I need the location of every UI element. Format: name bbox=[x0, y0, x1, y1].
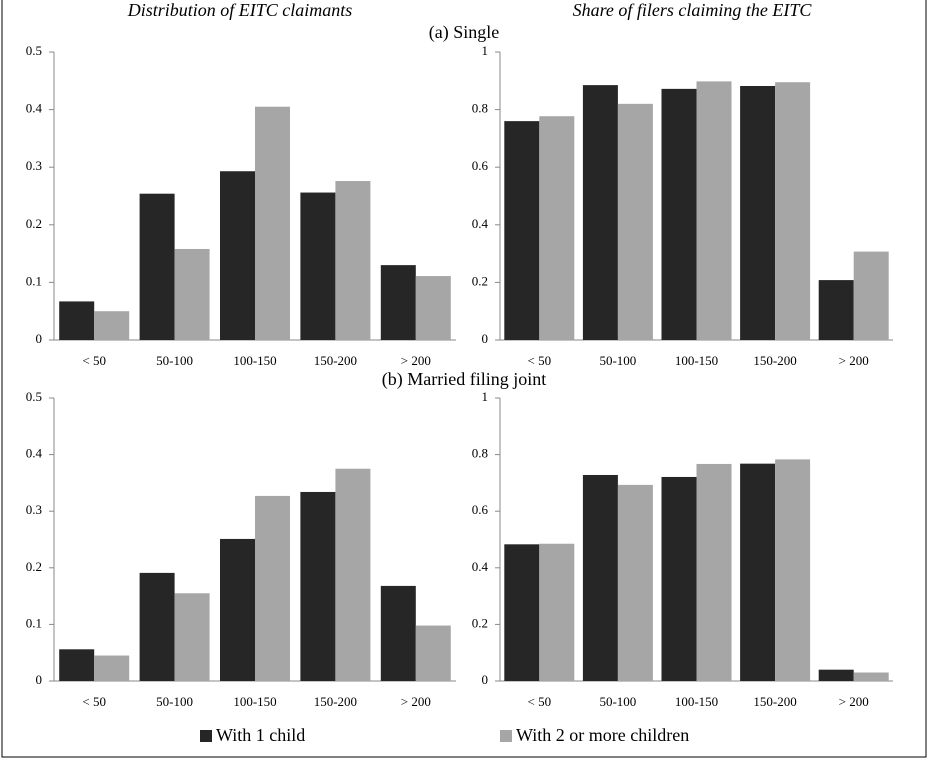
y-tick-label: 0.4 bbox=[26, 446, 43, 461]
x-tick-label: 50-100 bbox=[156, 353, 193, 368]
x-tick-label: 100-150 bbox=[675, 353, 718, 368]
column-title: Share of filers claiming the EITC bbox=[573, 0, 813, 20]
bar bbox=[59, 301, 95, 340]
y-tick-label: 1 bbox=[482, 389, 489, 404]
bar bbox=[174, 248, 210, 340]
x-tick-label: 50-100 bbox=[599, 694, 636, 709]
bar bbox=[255, 495, 290, 681]
legend-swatch bbox=[500, 730, 512, 742]
y-tick-label: 0.6 bbox=[472, 502, 489, 517]
bar bbox=[617, 484, 653, 681]
bar bbox=[661, 476, 697, 681]
bar bbox=[853, 672, 889, 681]
y-tick-label: 0.8 bbox=[472, 101, 488, 116]
x-tick-label: 50-100 bbox=[156, 694, 193, 709]
bar bbox=[775, 459, 811, 681]
y-tick-label: 0.1 bbox=[26, 273, 42, 288]
legend-swatch bbox=[200, 730, 212, 742]
y-tick-label: 0.4 bbox=[472, 559, 489, 574]
bar bbox=[220, 171, 255, 340]
panel-title: (a) Single bbox=[429, 22, 499, 43]
y-tick-label: 0.4 bbox=[472, 216, 489, 231]
x-tick-label: 150-200 bbox=[753, 694, 796, 709]
y-tick-label: 0.3 bbox=[26, 158, 42, 173]
bar bbox=[174, 593, 210, 681]
y-tick-label: 0 bbox=[482, 331, 489, 346]
bar bbox=[539, 116, 575, 340]
x-tick-label: < 50 bbox=[82, 694, 106, 709]
x-tick-label: > 200 bbox=[401, 694, 431, 709]
bar bbox=[740, 85, 776, 340]
bar bbox=[335, 468, 371, 681]
bar bbox=[415, 625, 451, 681]
legend-label: With 2 or more children bbox=[516, 725, 689, 745]
bar bbox=[582, 85, 618, 341]
y-tick-label: 0.2 bbox=[472, 615, 488, 630]
y-tick-label: 0 bbox=[36, 331, 43, 346]
bar bbox=[415, 276, 451, 340]
bar bbox=[300, 192, 336, 340]
y-tick-label: 0.2 bbox=[26, 216, 42, 231]
x-tick-label: 50-100 bbox=[599, 353, 636, 368]
x-tick-label: < 50 bbox=[528, 694, 552, 709]
bar bbox=[539, 543, 575, 681]
y-tick-label: 0.8 bbox=[472, 446, 488, 461]
bar bbox=[59, 649, 95, 681]
y-tick-label: 0.6 bbox=[472, 158, 489, 173]
x-tick-label: > 200 bbox=[839, 694, 869, 709]
y-tick-label: 0.5 bbox=[26, 43, 42, 58]
bar bbox=[94, 655, 130, 681]
y-tick-label: 0.4 bbox=[26, 101, 43, 116]
x-tick-label: 100-150 bbox=[233, 694, 276, 709]
y-tick-label: 0.2 bbox=[472, 273, 488, 288]
x-tick-label: > 200 bbox=[401, 353, 431, 368]
x-tick-label: < 50 bbox=[528, 353, 552, 368]
y-tick-label: 0.1 bbox=[26, 615, 42, 630]
bar bbox=[661, 88, 697, 340]
bar bbox=[300, 491, 336, 681]
x-tick-label: 150-200 bbox=[314, 694, 357, 709]
bar bbox=[139, 572, 175, 681]
bar bbox=[853, 251, 889, 340]
bar bbox=[94, 311, 130, 340]
bar bbox=[617, 103, 653, 340]
bar bbox=[504, 544, 540, 681]
x-tick-label: > 200 bbox=[839, 353, 869, 368]
bar bbox=[775, 82, 811, 341]
bar bbox=[818, 669, 854, 681]
y-tick-label: 0.3 bbox=[26, 502, 42, 517]
y-tick-label: 0 bbox=[482, 672, 489, 687]
bar bbox=[740, 463, 776, 681]
bar bbox=[255, 106, 290, 340]
bar bbox=[220, 538, 255, 681]
x-tick-label: < 50 bbox=[82, 353, 106, 368]
bar bbox=[504, 121, 540, 341]
x-tick-label: 100-150 bbox=[675, 694, 718, 709]
bar bbox=[818, 280, 854, 340]
y-tick-label: 0 bbox=[36, 672, 43, 687]
legend-label: With 1 child bbox=[216, 725, 305, 745]
bar bbox=[380, 585, 416, 681]
bar bbox=[696, 463, 732, 681]
x-tick-label: 150-200 bbox=[753, 353, 796, 368]
bar bbox=[582, 474, 618, 681]
bar bbox=[139, 193, 175, 340]
bar bbox=[696, 81, 732, 340]
x-tick-label: 100-150 bbox=[233, 353, 276, 368]
y-tick-label: 0.2 bbox=[26, 559, 42, 574]
panel-title: (b) Married filing joint bbox=[382, 369, 546, 390]
bar bbox=[380, 265, 416, 340]
x-tick-label: 150-200 bbox=[314, 353, 357, 368]
bar bbox=[335, 181, 371, 340]
column-title: Distribution of EITC claimants bbox=[127, 0, 353, 20]
y-tick-label: 0.5 bbox=[26, 389, 42, 404]
y-tick-label: 1 bbox=[482, 43, 489, 58]
